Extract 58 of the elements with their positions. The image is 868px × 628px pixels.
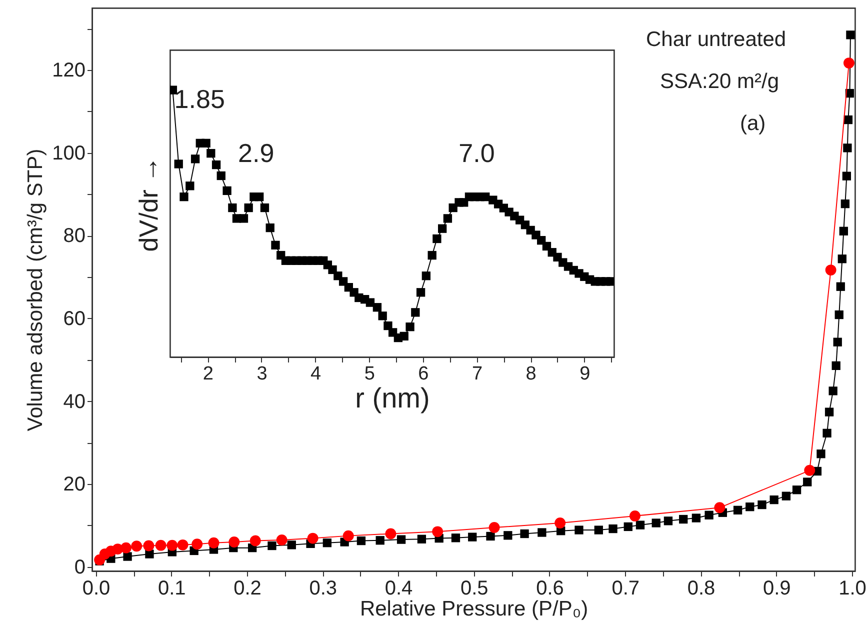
y-tick-label: 120 — [52, 60, 86, 82]
point — [143, 540, 154, 552]
x-tick-label: 0.4 — [384, 578, 413, 600]
y-axis-title: dV/dr → — [134, 156, 164, 252]
x-tick-label: 5 — [364, 364, 375, 384]
x-tick-label: 0.1 — [158, 578, 186, 600]
x-tick-label: 6 — [418, 364, 429, 384]
x-axis-title: Relative Pressure (P/P₀) — [360, 598, 588, 620]
point — [228, 536, 240, 548]
annotation: (a) — [740, 112, 766, 136]
x-tick-label: 0.2 — [234, 578, 262, 600]
point — [192, 538, 203, 550]
x-tick-label: 3 — [256, 364, 268, 384]
point — [385, 528, 396, 540]
x-tick-label: 0.0 — [82, 578, 110, 600]
x-tick-label: 2 — [202, 364, 214, 384]
y-tick-label: 40 — [63, 390, 86, 413]
point — [120, 542, 132, 554]
x-tick-label: 0.6 — [536, 578, 564, 600]
point — [714, 502, 726, 514]
y-tick-label: 60 — [63, 308, 86, 330]
point — [276, 534, 288, 546]
x-tick-label: 0.9 — [762, 578, 791, 600]
x-tick-label: 1.0 — [838, 578, 866, 600]
point — [554, 518, 566, 528]
x-tick-label: 4 — [310, 364, 322, 384]
y-tick-label: 100 — [52, 142, 86, 164]
y-axis-title: Volume adsorbed (cm³/g STP) — [24, 148, 48, 432]
point — [177, 539, 188, 550]
y-tick-label: 80 — [63, 225, 86, 248]
point — [804, 464, 816, 476]
annotation: 1.85 — [174, 84, 225, 114]
annotation: 7.0 — [458, 138, 495, 168]
annotation: 2.9 — [238, 138, 274, 168]
point — [208, 537, 220, 548]
point — [155, 540, 166, 551]
x-tick-label: 8 — [526, 364, 536, 384]
point — [166, 540, 178, 551]
point — [131, 540, 142, 552]
point — [432, 526, 444, 538]
x-tick-label: 7 — [472, 364, 483, 384]
x-tick-label: 9 — [580, 364, 590, 384]
point — [307, 532, 318, 544]
point — [629, 510, 640, 522]
x-tick-label: 0.3 — [309, 578, 338, 600]
x-axis-title: r (nm) — [355, 382, 430, 414]
y-tick-label: 20 — [63, 474, 86, 496]
x-tick-label: 0.8 — [687, 578, 716, 600]
point — [488, 522, 500, 533]
point — [250, 535, 261, 546]
annotation: SSA:20 m²/g — [660, 70, 780, 94]
x-tick-label: 0.5 — [460, 578, 488, 600]
y-tick-label: 0 — [74, 556, 86, 578]
point — [843, 58, 854, 69]
point — [342, 530, 354, 542]
point — [825, 264, 836, 276]
x-tick-label: 0.7 — [612, 578, 640, 600]
annotation: Char untreated — [646, 28, 786, 52]
